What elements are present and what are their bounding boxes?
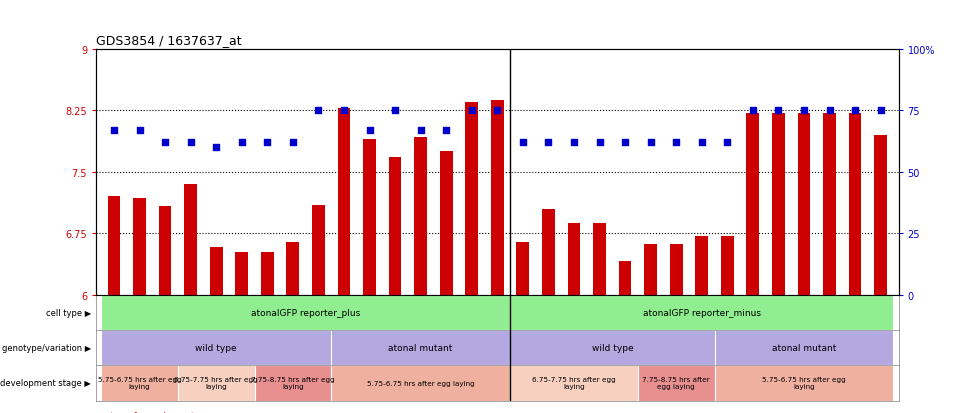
- Point: [643, 140, 658, 146]
- Bar: [255, 366, 332, 401]
- Bar: [721, 236, 733, 295]
- Point: [107, 127, 122, 134]
- Point: [464, 108, 480, 114]
- Text: wild type: wild type: [592, 344, 633, 352]
- Bar: [108, 197, 120, 295]
- Point: [438, 127, 454, 134]
- Bar: [568, 223, 580, 295]
- Point: [285, 140, 301, 146]
- Point: [617, 140, 632, 146]
- Bar: [696, 236, 708, 295]
- Point: [873, 108, 888, 114]
- Bar: [670, 244, 682, 295]
- Text: atonalGFP reporter_plus: atonalGFP reporter_plus: [251, 309, 360, 317]
- Point: [797, 108, 812, 114]
- Point: [848, 108, 863, 114]
- Text: cell type ▶: cell type ▶: [46, 309, 91, 317]
- Bar: [185, 185, 197, 295]
- Point: [234, 140, 250, 146]
- Bar: [178, 366, 255, 401]
- Bar: [715, 366, 894, 401]
- Point: [745, 108, 760, 114]
- Text: 5.75-6.75 hrs after egg
laying: 5.75-6.75 hrs after egg laying: [98, 377, 182, 389]
- Point: [362, 127, 378, 134]
- Bar: [261, 253, 274, 295]
- Bar: [134, 199, 146, 295]
- Bar: [388, 158, 402, 295]
- Bar: [875, 135, 887, 295]
- Bar: [593, 223, 606, 295]
- Bar: [312, 205, 325, 295]
- Bar: [332, 366, 510, 401]
- Text: ■  transformed count: ■ transformed count: [96, 411, 194, 413]
- Bar: [337, 109, 351, 295]
- Bar: [619, 261, 631, 295]
- Bar: [849, 114, 861, 295]
- Point: [387, 108, 403, 114]
- Bar: [101, 330, 332, 366]
- Bar: [235, 253, 248, 295]
- Point: [209, 145, 224, 151]
- Point: [592, 140, 607, 146]
- Point: [822, 108, 837, 114]
- Point: [566, 140, 581, 146]
- Point: [310, 108, 326, 114]
- Point: [515, 140, 530, 146]
- Bar: [772, 114, 785, 295]
- Point: [158, 140, 173, 146]
- Bar: [209, 248, 223, 295]
- Text: 6.75-7.75 hrs after egg
laying: 6.75-7.75 hrs after egg laying: [174, 377, 259, 389]
- Bar: [510, 295, 894, 330]
- Text: 7.75-8.75 hrs after egg
laying: 7.75-8.75 hrs after egg laying: [251, 377, 334, 389]
- Bar: [363, 140, 376, 295]
- Bar: [715, 330, 894, 366]
- Bar: [510, 330, 715, 366]
- Text: atonal mutant: atonal mutant: [388, 344, 453, 352]
- Bar: [510, 366, 638, 401]
- Point: [490, 108, 505, 114]
- Bar: [440, 152, 453, 295]
- Bar: [286, 242, 299, 295]
- Text: GDS3854 / 1637637_at: GDS3854 / 1637637_at: [96, 34, 242, 47]
- Bar: [414, 137, 427, 295]
- Bar: [332, 330, 510, 366]
- Bar: [644, 244, 657, 295]
- Bar: [465, 103, 479, 295]
- Text: atonalGFP reporter_minus: atonalGFP reporter_minus: [643, 309, 761, 317]
- Point: [541, 140, 556, 146]
- Point: [259, 140, 275, 146]
- Point: [771, 108, 786, 114]
- Point: [720, 140, 735, 146]
- Text: genotype/variation ▶: genotype/variation ▶: [2, 344, 91, 352]
- Text: atonal mutant: atonal mutant: [772, 344, 836, 352]
- Bar: [747, 114, 759, 295]
- Bar: [542, 209, 554, 295]
- Point: [183, 140, 198, 146]
- Text: 5.75-6.75 hrs after egg
laying: 5.75-6.75 hrs after egg laying: [762, 377, 846, 389]
- Text: development stage ▶: development stage ▶: [0, 379, 91, 387]
- Bar: [491, 100, 504, 295]
- Bar: [101, 295, 510, 330]
- Point: [132, 127, 147, 134]
- Text: 5.75-6.75 hrs after egg laying: 5.75-6.75 hrs after egg laying: [367, 380, 475, 386]
- Bar: [824, 114, 836, 295]
- Text: 7.75-8.75 hrs after
egg laying: 7.75-8.75 hrs after egg laying: [642, 377, 710, 389]
- Point: [413, 127, 429, 134]
- Point: [336, 108, 352, 114]
- Point: [694, 140, 709, 146]
- Text: 6.75-7.75 hrs after egg
laying: 6.75-7.75 hrs after egg laying: [532, 377, 616, 389]
- Point: [669, 140, 684, 146]
- Bar: [798, 114, 810, 295]
- Bar: [516, 242, 530, 295]
- Text: wild type: wild type: [195, 344, 237, 352]
- Bar: [101, 366, 178, 401]
- Bar: [638, 366, 715, 401]
- Bar: [159, 207, 171, 295]
